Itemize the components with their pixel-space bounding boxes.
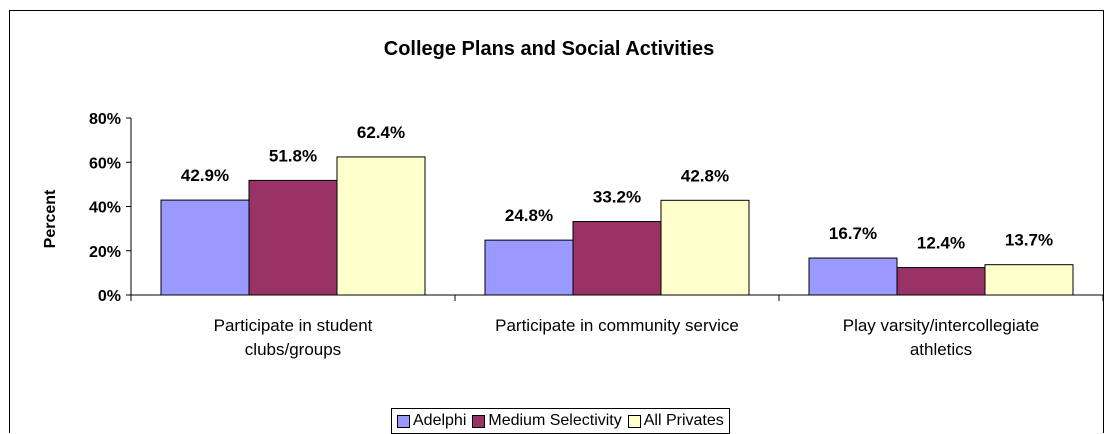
bar (248, 179, 338, 296)
chart-canvas: College Plans and Social Activities Perc… (42, 38, 1103, 359)
x-tick-label: Play varsity/intercollegiate athletics (843, 316, 1040, 359)
data-label: 16.7% (829, 224, 877, 243)
data-label: 62.4% (357, 123, 405, 142)
chart-title: College Plans and Social Activities (384, 38, 714, 60)
data-label: 12.4% (917, 234, 965, 253)
y-tick-label: 20% (89, 244, 121, 261)
bar (572, 221, 662, 296)
legend-item: Adelphi (397, 412, 466, 430)
bar (984, 264, 1074, 296)
x-tick-label: Participate in student clubs/groups (214, 316, 373, 359)
y-tick-label: 0% (98, 288, 121, 305)
y-tick-label: 40% (89, 200, 121, 217)
legend-label: Adelphi (413, 412, 467, 429)
legend-label: All Privates (643, 412, 724, 429)
bar (160, 199, 250, 296)
legend-swatch (397, 414, 410, 428)
bar (896, 267, 986, 296)
chart-frame: College Plans and Social Activities Perc… (9, 10, 1104, 434)
data-label: 33.2% (593, 188, 641, 207)
legend-swatch (627, 414, 641, 428)
data-label: 24.8% (505, 206, 553, 225)
y-axis-label: Percent (42, 189, 59, 248)
data-label: 42.8% (681, 166, 729, 185)
legend-label: Medium Selectivity (488, 412, 622, 429)
x-tick-label: Participate in community service (495, 316, 739, 335)
data-label: 13.7% (1005, 231, 1053, 250)
y-tick-label: 60% (89, 155, 121, 172)
bar (484, 239, 574, 296)
bar (336, 156, 426, 296)
legend: Adelphi Medium Selectivity All Privates (391, 408, 730, 434)
data-label: 51.8% (269, 146, 317, 165)
data-label: 42.9% (181, 166, 229, 185)
legend-item: Medium Selectivity (472, 412, 622, 430)
y-tick-label: 80% (89, 111, 121, 128)
plot-area: 0% 20% 40% 60% 80% 42.9% 51.8% 62.4% Participate… (89, 111, 1103, 359)
bar (808, 257, 898, 296)
legend-swatch (472, 414, 486, 428)
legend-item: All Privates (627, 412, 724, 430)
bar (660, 199, 750, 296)
